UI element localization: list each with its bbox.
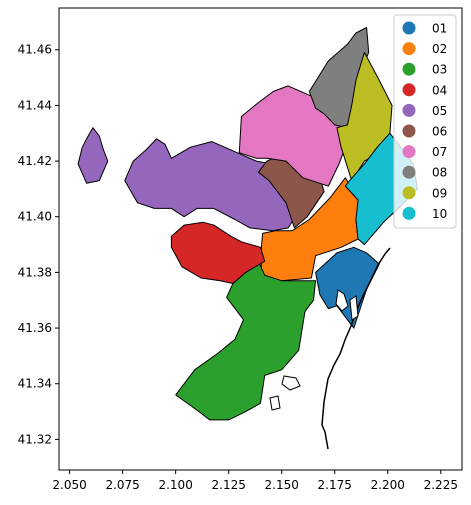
legend-label-04: 04 xyxy=(432,83,447,97)
y-tick-label: 41.40 xyxy=(18,210,52,224)
legend-label-08: 08 xyxy=(432,166,447,180)
district-04-polygon xyxy=(170,221,266,284)
y-tick-label: 41.38 xyxy=(18,265,52,279)
legend-label-01: 01 xyxy=(432,22,447,36)
axes-frame xyxy=(58,7,463,471)
legend-marker-10 xyxy=(402,206,416,220)
axes: 2.050 2.075 2.100 2.125 2.150 2.175 2.200 2.225… xyxy=(18,7,463,492)
legend-label-05: 05 xyxy=(432,104,447,118)
legend-marker-08 xyxy=(402,165,416,179)
x-tick-label: 2.175 xyxy=(318,478,352,492)
legend: 01 02 03 04 05 06 07 08 09 10 xyxy=(393,14,457,229)
x-tick-label: 2.050 xyxy=(52,478,86,492)
legend-marker-03 xyxy=(402,62,416,76)
harbour-pier xyxy=(335,289,349,312)
x-tick-label: 2.150 xyxy=(265,478,299,492)
legend-label-10: 10 xyxy=(432,207,447,221)
legend-label-07: 07 xyxy=(432,145,447,159)
coastline-layer xyxy=(269,247,391,450)
x-tick-label: 2.125 xyxy=(212,478,246,492)
x-tick-label: 2.225 xyxy=(424,478,458,492)
legend-label-02: 02 xyxy=(432,42,447,56)
y-tick-label: 41.34 xyxy=(18,377,52,391)
legend-label-03: 03 xyxy=(432,63,447,77)
x-tick-label: 2.200 xyxy=(371,478,405,492)
legend-marker-02 xyxy=(402,42,416,56)
x-axis: 2.050 2.075 2.100 2.125 2.150 2.175 2.200 2.225 xyxy=(52,470,458,492)
x-tick-label: 2.100 xyxy=(158,478,192,492)
coastline xyxy=(321,247,391,450)
legend-marker-04 xyxy=(402,83,416,97)
legend-marker-06 xyxy=(402,124,416,138)
y-tick-label: 41.42 xyxy=(18,154,52,168)
harbour-pier xyxy=(349,295,359,321)
district-05-polygon xyxy=(77,127,109,184)
y-tick-label: 41.44 xyxy=(18,98,52,112)
legend-marker-05 xyxy=(402,103,416,117)
legend-marker-07 xyxy=(402,145,416,159)
x-tick-label: 2.075 xyxy=(105,478,139,492)
y-tick-label: 41.36 xyxy=(18,321,52,335)
legend-marker-09 xyxy=(402,186,416,200)
legend-label-06: 06 xyxy=(432,125,447,139)
legend-label-09: 09 xyxy=(432,186,447,200)
legend-marker-01 xyxy=(402,21,416,35)
district-03-polygon xyxy=(175,260,317,421)
harbour-pier xyxy=(269,395,281,411)
harbour-pier xyxy=(281,375,301,391)
y-tick-label: 41.46 xyxy=(18,43,52,57)
y-axis: 41.32 41.34 41.36 41.38 41.40 41.42 41.44 41.46 xyxy=(18,43,59,446)
district-05-polygon xyxy=(124,138,304,232)
y-tick-label: 41.32 xyxy=(18,432,52,446)
